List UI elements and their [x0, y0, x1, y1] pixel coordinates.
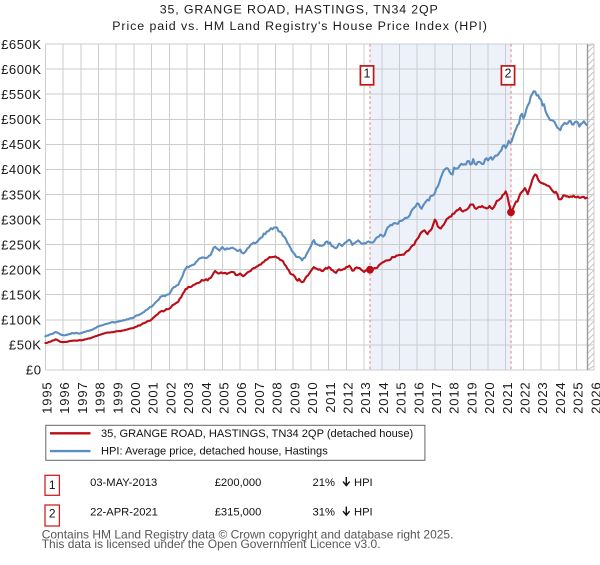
svg-text:35, GRANGE ROAD, HASTINGS, TN3: 35, GRANGE ROAD, HASTINGS, TN34 2QP (det… [101, 428, 413, 440]
svg-text:35, GRANGE ROAD, HASTINGS, TN3: 35, GRANGE ROAD, HASTINGS, TN34 2QP [160, 2, 439, 16]
svg-text:2013: 2013 [358, 382, 373, 414]
svg-text:2008: 2008 [270, 382, 285, 414]
svg-text:1996: 1996 [57, 382, 72, 414]
svg-text:£450K: £450K [1, 137, 41, 152]
svg-text:£500K: £500K [1, 112, 41, 127]
svg-text:1995: 1995 [40, 382, 55, 414]
svg-text:1: 1 [49, 478, 56, 492]
svg-text:2011: 2011 [323, 382, 338, 413]
svg-text:2006: 2006 [234, 382, 249, 414]
svg-text:£200K: £200K [1, 263, 41, 278]
svg-text:2: 2 [505, 66, 512, 80]
svg-text:£150K: £150K [1, 288, 41, 303]
svg-text:1: 1 [364, 66, 371, 80]
svg-text:£300K: £300K [1, 212, 41, 227]
svg-text:2004: 2004 [199, 382, 214, 414]
svg-text:£400K: £400K [1, 162, 41, 177]
svg-text:1999: 1999 [110, 382, 125, 414]
svg-text:£50K: £50K [9, 338, 42, 353]
svg-text:£0: £0 [26, 363, 42, 378]
svg-text:£315,000: £315,000 [215, 507, 262, 519]
svg-text:2014: 2014 [376, 382, 391, 414]
svg-text:22-APR-2021: 22-APR-2021 [90, 507, 158, 519]
svg-text:2021: 2021 [500, 382, 515, 414]
svg-text:£550K: £550K [1, 87, 41, 102]
svg-text:2005: 2005 [217, 382, 232, 414]
svg-text:2012: 2012 [341, 382, 356, 414]
svg-text:2025: 2025 [571, 382, 586, 414]
svg-text:21%: 21% [313, 477, 335, 489]
svg-text:2020: 2020 [482, 382, 497, 414]
svg-text:31%: 31% [313, 507, 335, 519]
svg-text:2016: 2016 [411, 382, 426, 414]
svg-text:£350K: £350K [1, 187, 41, 202]
svg-text:£100K: £100K [1, 313, 41, 328]
svg-text:£250K: £250K [1, 237, 41, 252]
svg-text:£200,000: £200,000 [215, 477, 262, 489]
svg-text:£650K: £650K [1, 37, 41, 52]
svg-text:2022: 2022 [518, 382, 533, 414]
svg-text:£600K: £600K [1, 62, 41, 77]
svg-text:2007: 2007 [252, 382, 267, 414]
svg-text:HPI: Average price, detached h: HPI: Average price, detached house, Hast… [101, 446, 328, 458]
svg-text:2026: 2026 [588, 382, 600, 414]
svg-text:1998: 1998 [93, 382, 108, 414]
svg-text:This data is licensed under th: This data is licensed under the Open Gov… [42, 537, 381, 551]
svg-text:2009: 2009 [287, 382, 302, 414]
svg-text:2015: 2015 [394, 382, 409, 414]
svg-text:HPI: HPI [354, 507, 373, 519]
svg-text:2: 2 [49, 506, 56, 520]
svg-text:2018: 2018 [447, 382, 462, 414]
svg-text:1997: 1997 [75, 382, 90, 414]
svg-text:Contains HM Land Registry data: Contains HM Land Registry data © Crown c… [42, 527, 454, 541]
svg-text:2017: 2017 [429, 382, 444, 414]
svg-text:2010: 2010 [305, 382, 320, 414]
svg-text:03-MAY-2013: 03-MAY-2013 [90, 477, 157, 489]
svg-text:Price paid vs. HM Land Registr: Price paid vs. HM Land Registry's House … [112, 19, 488, 33]
svg-text:2024: 2024 [553, 382, 568, 414]
svg-text:2019: 2019 [464, 382, 479, 414]
svg-text:2001: 2001 [146, 382, 161, 414]
svg-text:2000: 2000 [128, 382, 143, 414]
svg-text:2002: 2002 [163, 382, 178, 414]
svg-text:2023: 2023 [535, 382, 550, 414]
svg-text:2003: 2003 [181, 382, 196, 414]
svg-text:HPI: HPI [354, 477, 373, 489]
